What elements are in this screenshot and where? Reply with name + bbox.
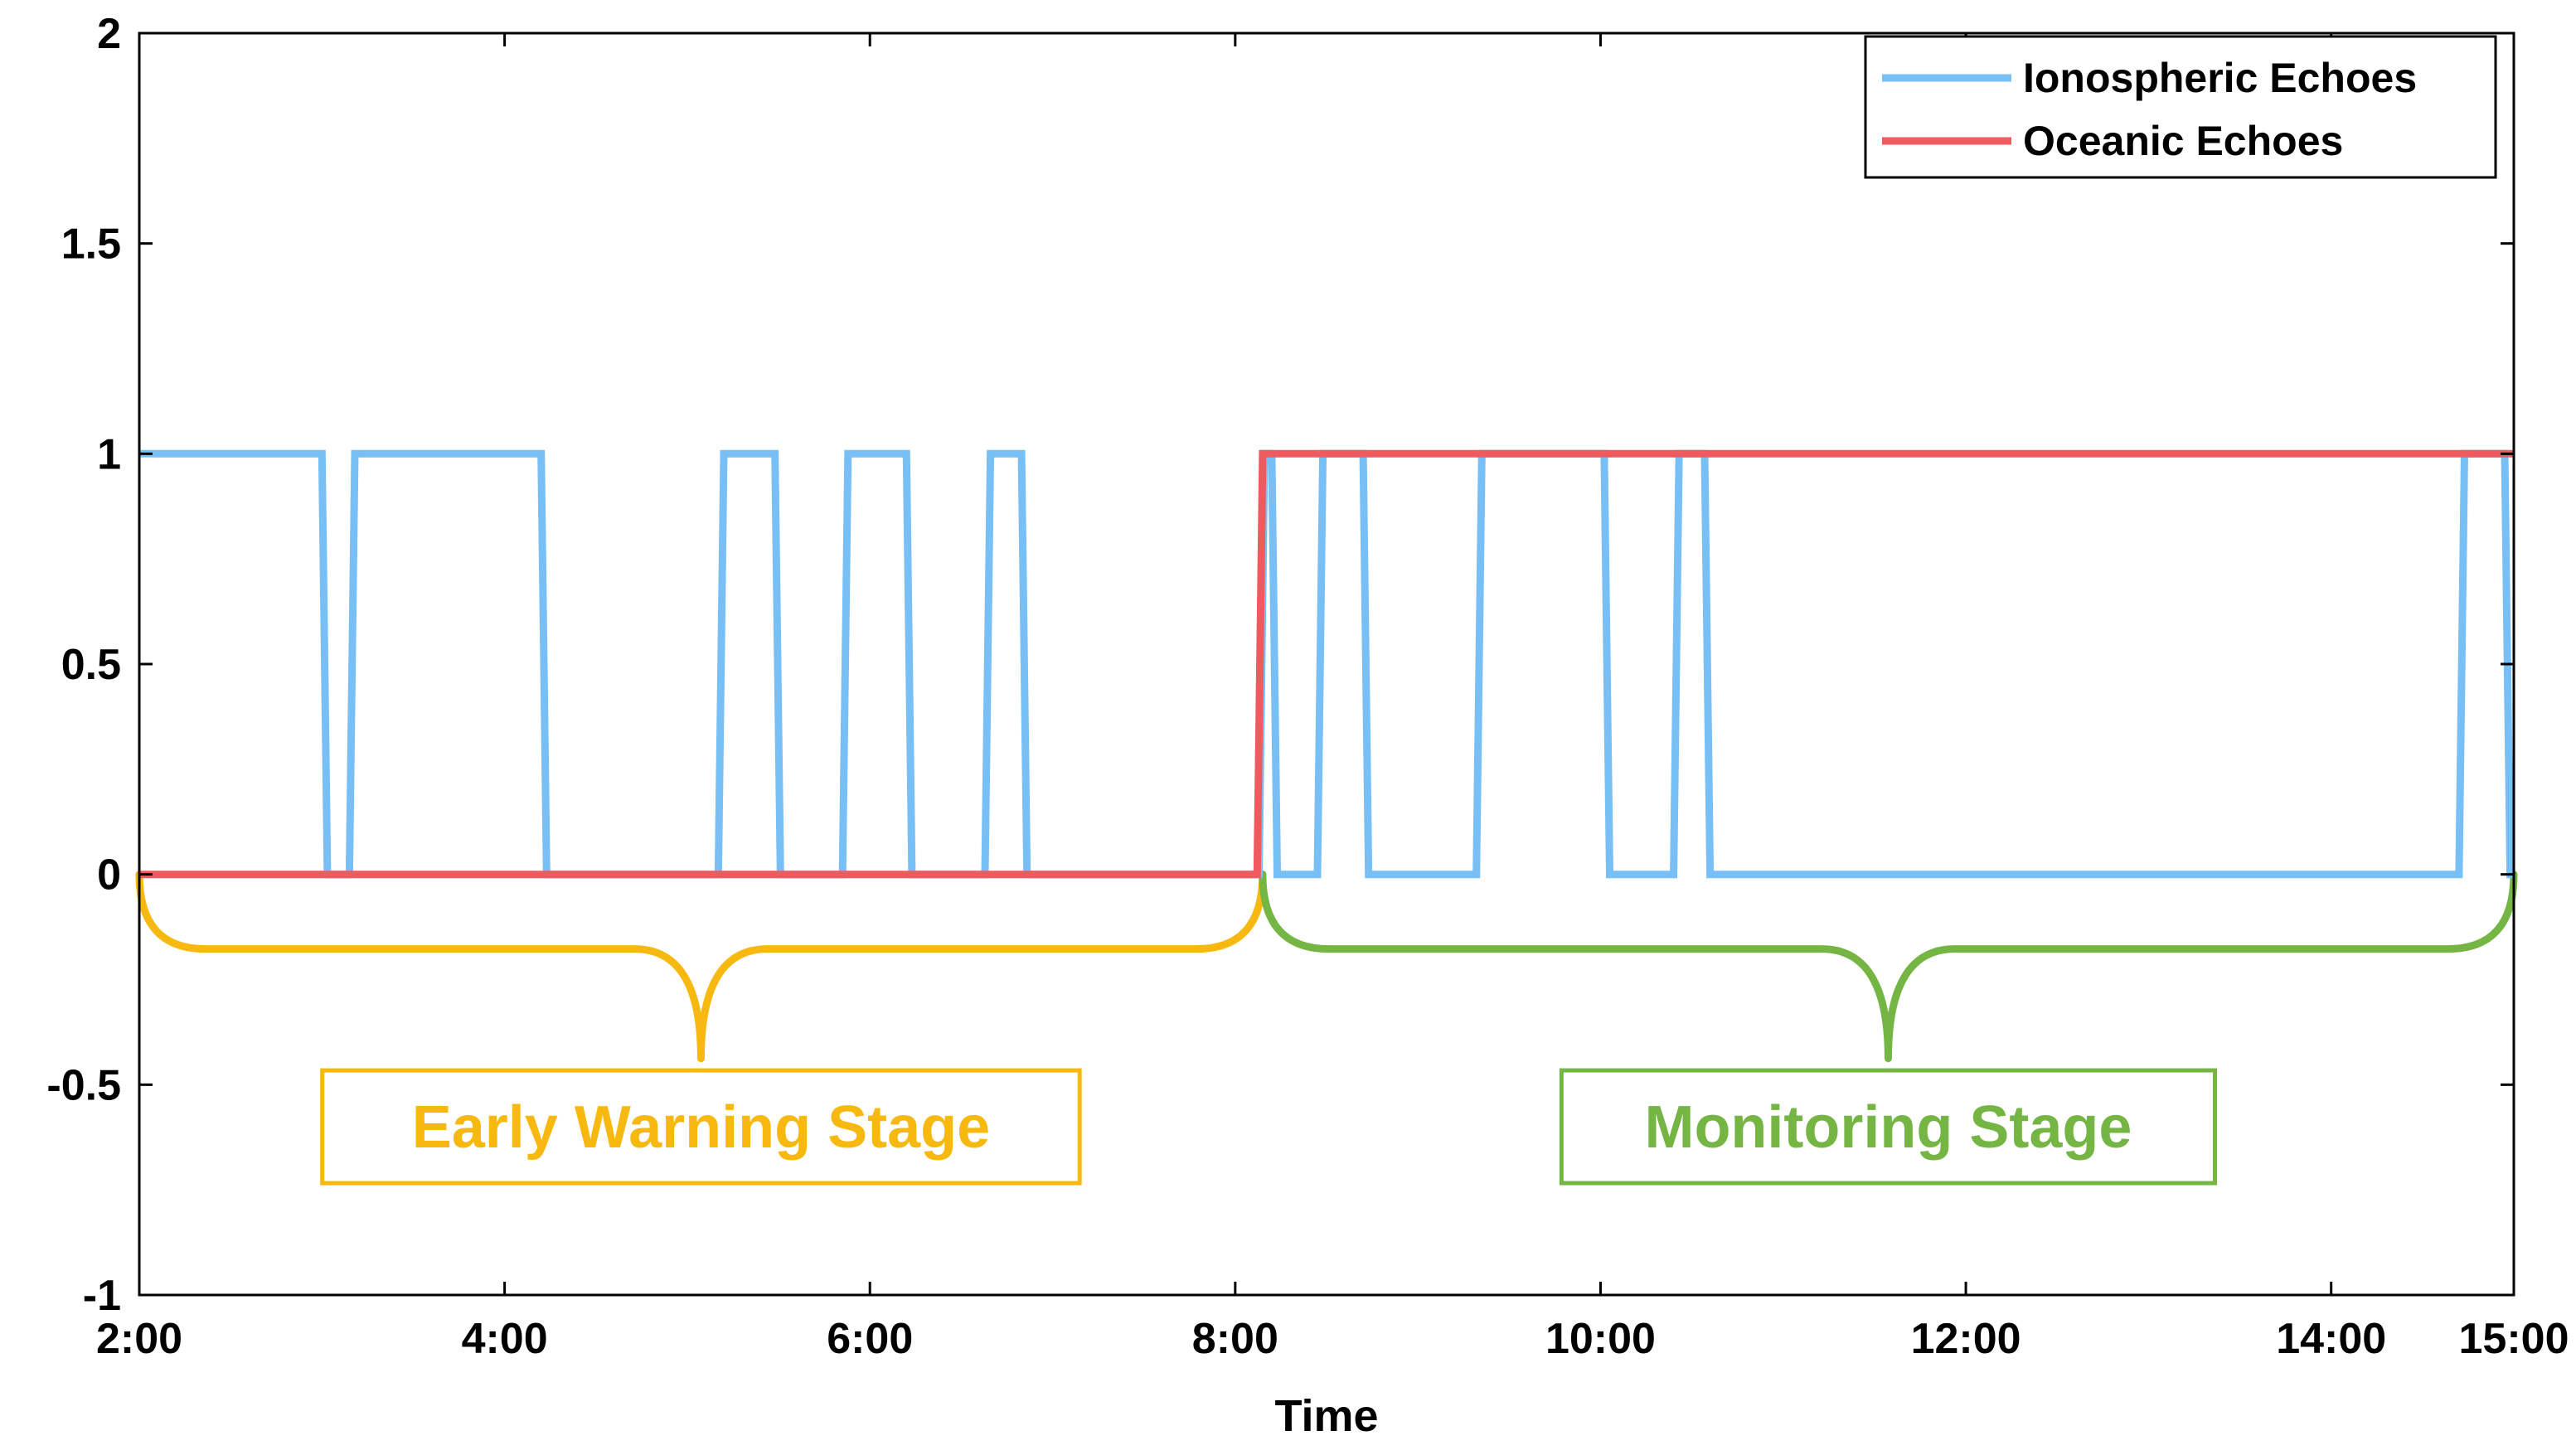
x-tick-label: 4:00 [462,1315,548,1363]
stage-label-text: Monitoring Stage [1644,1094,2132,1161]
stage-label-box [320,1068,1082,1186]
stage-label-box [1559,1068,2218,1186]
y-tick-label: 0 [97,851,121,900]
legend-label: Ionospheric Echoes [2023,55,2417,101]
stage-label-text: Early Warning Stage [412,1094,991,1161]
x-tick-label: 12:00 [1911,1315,2021,1363]
legend: Ionospheric Echoes Oceanic Echoes [1864,35,2497,179]
y-tick-label: -0.5 [46,1061,121,1109]
axes: 2:00 4:00 6:00 8:00 10:00 12:00 14:00 15:00 -1 -0… [46,10,2569,1441]
y-tick-label: 1 [97,430,121,478]
series-lines [139,449,2515,879]
x-tick-label: 10:00 [1545,1315,1656,1363]
y-tick-label: 2 [97,10,121,58]
x-tick-label: 6:00 [827,1315,913,1363]
x-tick-label: 15:00 [2459,1315,2569,1363]
stage-brace [1259,871,2518,1063]
x-tick-label: 8:00 [1192,1315,1278,1363]
x-tick-label: 14:00 [2276,1315,2386,1363]
legend-box [1864,35,2497,179]
y-tick-label: -1 [83,1272,121,1320]
x-axis-title: Time [1274,1391,1378,1441]
y-tick-label: 1.5 [61,221,121,269]
y-tick-label: 0.5 [61,641,121,689]
x-tick-label: 2:00 [96,1315,182,1363]
stage-brace [135,871,1267,1063]
stage-annotations: Early Warning Stage Monitoring Stage [135,871,2518,1186]
series-line-oceanic-echoes [139,449,2514,879]
legend-label: Oceanic Echoes [2023,118,2343,164]
